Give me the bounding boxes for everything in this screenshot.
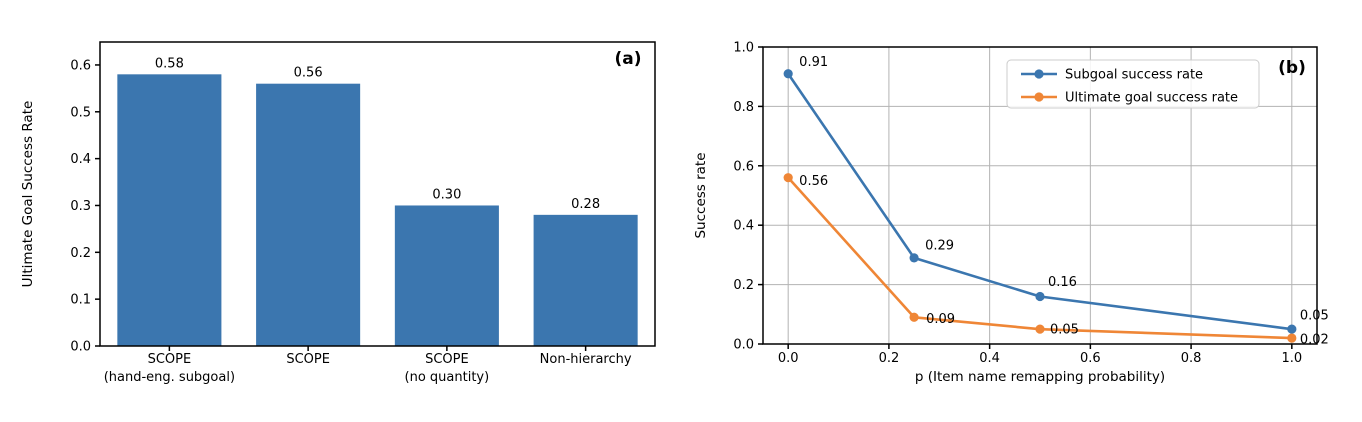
panel-label-b: (b) — [1278, 58, 1306, 78]
x-tick-label: 0.6 — [1080, 351, 1101, 366]
y-tick-label: 0.2 — [70, 246, 91, 261]
y-tick-label: 0.3 — [70, 199, 91, 214]
point-value-label: 0.56 — [799, 174, 828, 189]
legend-marker-dot — [1034, 92, 1044, 102]
point-value-label: 0.91 — [799, 55, 828, 70]
legend: Subgoal success rate Ultimate goal succes… — [1006, 59, 1260, 109]
panel-label-a: (a) — [614, 49, 641, 69]
x-axis-label: p (Item name remapping probability) — [915, 369, 1165, 385]
x-tick-label: 1.0 — [1281, 351, 1302, 366]
point-value-label: 0.02 — [1300, 333, 1329, 348]
axes-spines — [99, 41, 656, 347]
y-tick-label: 0.0 — [733, 338, 754, 353]
y-tick-label: 0.8 — [733, 100, 754, 115]
bar-chart-ultimate-goal-success: 0.58 0.56 0.30 0.28 0.0 0.1 0.2 0.3 0.4 0.5 0.6 SCO… — [20, 41, 656, 385]
data-point — [783, 69, 793, 79]
y-tick-label: 0.0 — [70, 340, 91, 355]
x-tick-label: SCOPE — [425, 352, 469, 367]
y-tick-label: 0.4 — [70, 152, 91, 167]
point-value-label: 0.16 — [1048, 275, 1077, 290]
panel-a: 0.58 0.56 0.30 0.28 0.0 0.1 0.2 0.3 0.4 0.5 0.6 SCO… — [20, 41, 656, 385]
series-line — [787, 72, 1292, 331]
y-tick-label: 0.5 — [70, 105, 91, 120]
data-point — [1287, 324, 1297, 334]
x-tick-label: 0.0 — [778, 351, 799, 366]
data-point — [909, 312, 919, 322]
bar-value-label: 0.56 — [294, 66, 323, 81]
bar — [117, 74, 222, 346]
y-tick-label: 0.4 — [733, 219, 754, 234]
y-tick-label: 0.6 — [70, 58, 91, 73]
bar — [533, 214, 638, 346]
x-tick-label: Non-hierarchy — [540, 352, 632, 367]
line-chart-success-vs-remapping: 0.91 0.29 0.16 0.05 0.56 0.09 0.05 0.02 0.0 0.2 0.… — [693, 41, 1329, 386]
bar-value-label: 0.58 — [155, 56, 184, 71]
data-point — [1287, 333, 1297, 343]
panel-b: 0.91 0.29 0.16 0.05 0.56 0.09 0.05 0.02 0.0 0.2 0.… — [681, 0, 1362, 422]
legend-marker-dot — [1034, 69, 1044, 79]
x-tick-label: 0.4 — [979, 351, 1000, 366]
data-point — [1035, 291, 1045, 302]
bars — [117, 74, 638, 346]
bar — [394, 205, 499, 346]
y-tick-label: 0.2 — [733, 278, 754, 293]
data-point — [1035, 324, 1045, 334]
data-point — [909, 253, 919, 263]
point-value-label: 0.29 — [925, 238, 954, 253]
bar — [256, 83, 361, 346]
x-tick-label: 0.8 — [1181, 351, 1202, 366]
y-tick-label: 0.6 — [733, 159, 754, 174]
y-tick-label: 1.0 — [733, 41, 754, 56]
point-value-label: 0.05 — [1050, 323, 1079, 338]
x-tick-label: (hand-eng. subgoal) — [104, 370, 235, 385]
x-tick-label: (no quantity) — [405, 370, 490, 385]
y-tick-label: 0.1 — [70, 293, 91, 308]
point-value-label: 0.09 — [926, 312, 955, 327]
y-axis-label: Ultimate Goal Success Rate — [20, 101, 36, 288]
x-tick-label: SCOPE — [148, 352, 192, 367]
axes-spines — [762, 46, 1318, 345]
bar-value-label: 0.30 — [432, 187, 461, 202]
y-axis-label: Success rate — [693, 152, 709, 238]
bar-value-label: 0.28 — [571, 197, 600, 212]
x-tick-label: 0.2 — [879, 351, 900, 366]
data-point — [783, 173, 793, 183]
x-tick-label: SCOPE — [286, 352, 330, 367]
legend-label: Ultimate goal success rate — [1065, 91, 1238, 106]
series-line — [787, 176, 1292, 340]
legend-label: Subgoal success rate — [1065, 68, 1203, 83]
legend-box — [1006, 59, 1260, 109]
point-value-label: 0.05 — [1300, 309, 1329, 324]
